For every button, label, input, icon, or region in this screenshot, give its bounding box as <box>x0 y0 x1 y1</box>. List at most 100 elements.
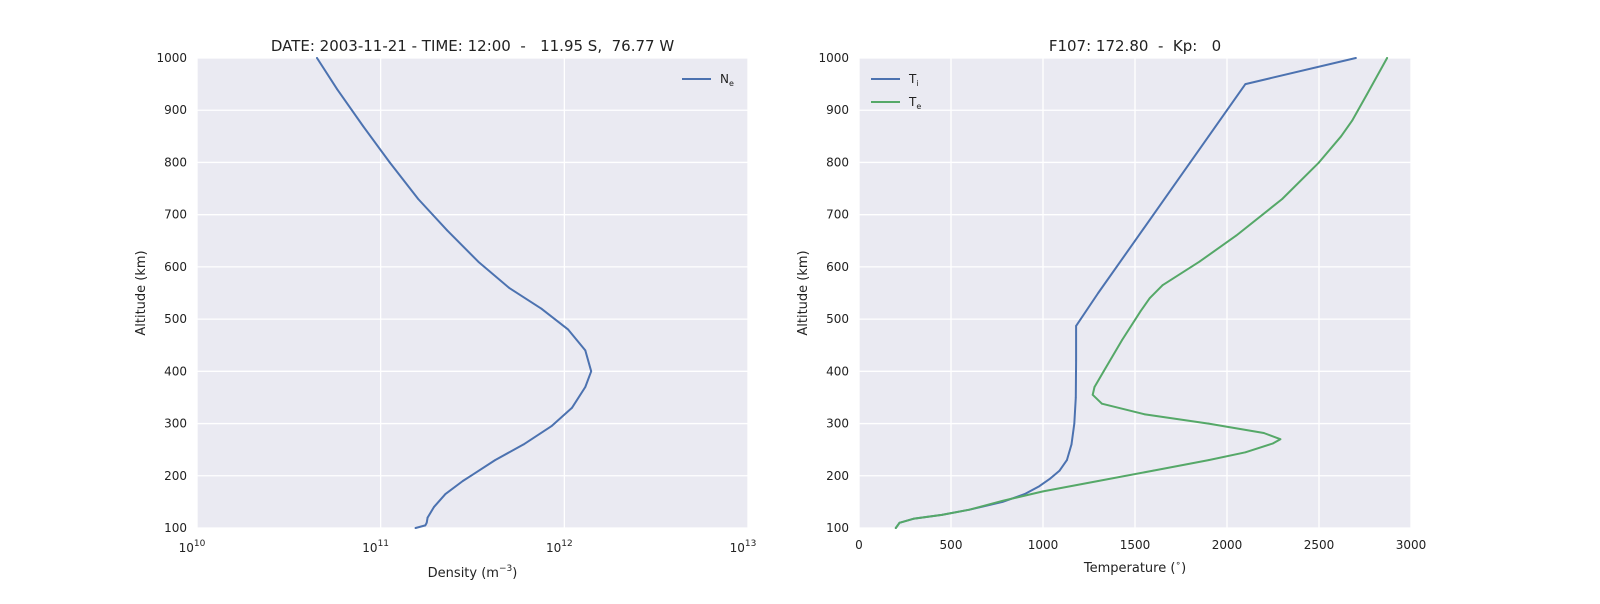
data-point-Ne <box>444 493 447 495</box>
data-point-Ti <box>1073 422 1076 425</box>
data-point-Ti <box>1070 443 1073 446</box>
data-point-Ne <box>571 406 573 409</box>
data-point-Ti <box>1354 57 1357 59</box>
data-point-Te <box>1235 234 1238 237</box>
chart-title: F107: 172.80 - Kp: 0 <box>1049 37 1221 55</box>
data-point-Ne <box>494 459 497 462</box>
data-point-Te <box>1262 432 1265 434</box>
x-tick-label: 2000 <box>1212 538 1243 552</box>
data-point-Ne <box>316 57 318 59</box>
y-axis-label: Altitude (km) <box>134 250 149 335</box>
data-point-Ne <box>470 474 472 477</box>
data-point-Te <box>1100 402 1103 405</box>
y-tick-label: 100 <box>164 521 187 535</box>
data-point-Te <box>1091 393 1094 396</box>
data-point-Ne <box>424 524 427 527</box>
data-point-Te <box>894 527 897 529</box>
y-tick-label: 800 <box>164 155 187 169</box>
data-point-Ti <box>1074 396 1077 399</box>
data-point-Te <box>1281 198 1284 200</box>
data-point-Te <box>940 514 943 516</box>
data-point-Te <box>1139 310 1142 313</box>
data-point-Te <box>1152 469 1155 472</box>
data-point-Te <box>1093 386 1096 388</box>
data-point-Ne <box>361 124 364 127</box>
x-tick-label: 1500 <box>1120 538 1151 552</box>
y-tick-label: 100 <box>826 521 849 535</box>
plot-area <box>197 58 748 528</box>
data-point-Te <box>1097 480 1100 482</box>
data-point-Ne <box>414 527 417 529</box>
data-point-Te <box>1143 413 1146 416</box>
y-tick-label: 600 <box>164 260 187 274</box>
legend-label-Ti: Ti <box>908 72 919 88</box>
data-point-Ti <box>1207 135 1210 138</box>
data-point-Ne <box>336 88 339 91</box>
data-point-Ti <box>1170 187 1173 190</box>
data-point-Ti <box>1049 477 1052 480</box>
y-tick-label: 700 <box>826 208 849 222</box>
data-point-Te <box>1272 442 1274 445</box>
data-point-Ne <box>584 386 587 388</box>
data-point-Ne <box>522 443 525 446</box>
y-tick-label: 300 <box>164 417 187 431</box>
legend-label-Ne: Ne <box>720 72 734 88</box>
y-tick-label: 900 <box>164 103 187 117</box>
data-point-Te <box>968 508 971 511</box>
y-tick-label: 600 <box>826 260 849 274</box>
data-point-Te <box>1340 135 1342 138</box>
x-axis-label: Density (m−3) <box>428 564 518 581</box>
data-point-Te <box>1148 297 1151 300</box>
data-point-Te <box>1207 459 1210 462</box>
data-point-Ne <box>417 198 420 200</box>
y-tick-label: 900 <box>826 103 849 117</box>
x-tick-label: 1012 <box>546 539 573 555</box>
data-point-Ti <box>1058 469 1061 472</box>
data-point-Ti <box>1097 292 1100 294</box>
data-point-Te <box>1207 422 1210 425</box>
data-point-Te <box>1244 451 1247 454</box>
data-point-Ne <box>550 425 553 428</box>
x-axis-label: Temperature (∘) <box>1083 559 1186 576</box>
x-tick-label: 1000 <box>1028 538 1059 552</box>
legend: Ne <box>682 72 734 88</box>
x-tick-label: 3000 <box>1396 538 1427 552</box>
temperature-chart: 100 200 300 400 500 600 700 800 900 1000 0 500 1000 1… <box>796 37 1426 576</box>
legend-label-Te: Te <box>908 95 921 111</box>
x-tick-label: 500 <box>940 538 963 552</box>
data-point-Te <box>1386 57 1388 59</box>
data-point-Te <box>1102 370 1105 373</box>
data-point-Ne <box>590 370 593 373</box>
y-tick-label: 800 <box>826 155 849 169</box>
data-point-Te <box>913 517 916 520</box>
data-point-Te <box>1198 260 1201 263</box>
data-point-Te <box>1001 499 1004 502</box>
y-tick-label: 1000 <box>818 51 849 65</box>
y-tick-label: 400 <box>164 364 187 378</box>
data-point-Ne <box>446 229 449 232</box>
chart-title: DATE: 2003-11-21 - TIME: 12:00 - 11.95 S… <box>271 37 675 55</box>
x-tick-label: 0 <box>855 538 863 552</box>
data-point-Ne <box>433 506 435 509</box>
y-axis-label: Altitude (km) <box>796 250 811 335</box>
data-point-Ti <box>1066 459 1068 462</box>
data-point-Ti <box>1075 359 1078 362</box>
data-point-Ne <box>540 307 543 310</box>
series-line-Te <box>894 57 1389 529</box>
y-tick-label: 300 <box>826 417 849 431</box>
density-chart: 100 200 300 400 500 600 700 800 900 1000 1010 1011 1… <box>134 37 756 581</box>
data-point-Ti <box>1075 325 1078 327</box>
data-point-Ne <box>388 161 391 164</box>
data-point-Ne <box>425 521 428 524</box>
data-point-Ti <box>1244 83 1247 86</box>
data-point-Ne <box>584 349 587 352</box>
data-point-Te <box>1042 490 1044 493</box>
data-point-Te <box>1161 284 1164 287</box>
x-tick-label: 1013 <box>730 539 757 555</box>
y-tick-label: 200 <box>826 469 849 483</box>
x-tick-label: 1011 <box>362 539 389 555</box>
y-tick-label: 1000 <box>156 51 187 65</box>
data-point-Ti <box>1023 493 1026 495</box>
data-point-Ne <box>508 286 510 289</box>
